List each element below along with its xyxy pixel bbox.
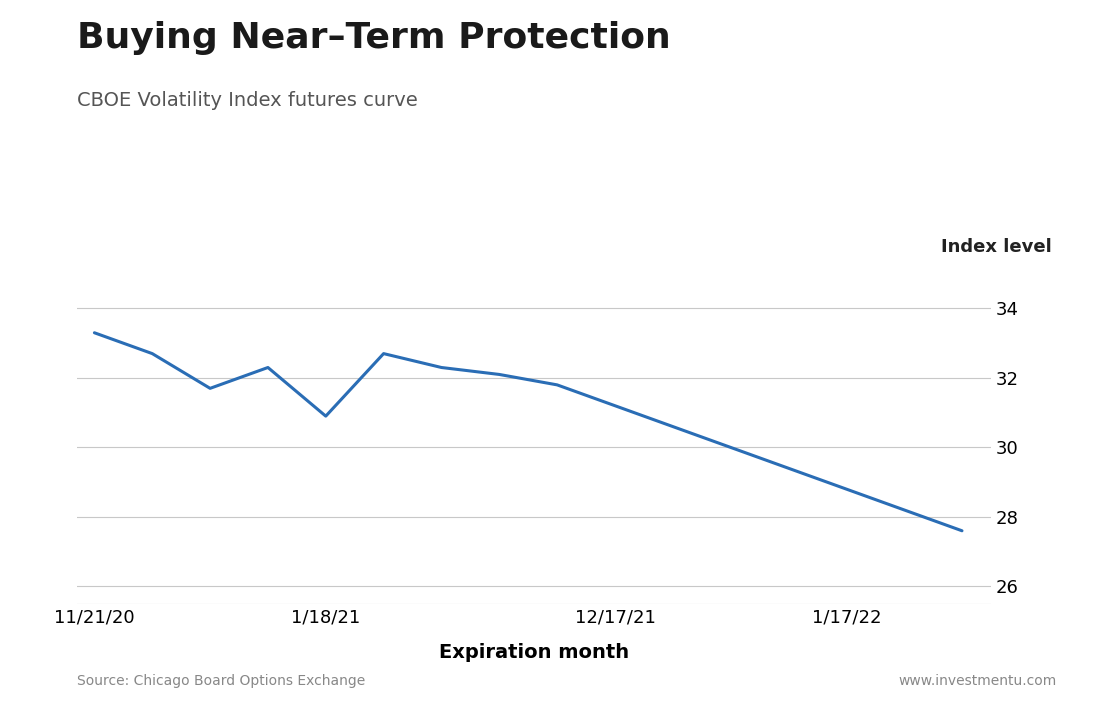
Text: Source: Chicago Board Options Exchange: Source: Chicago Board Options Exchange <box>77 674 366 688</box>
Text: CBOE Volatility Index futures curve: CBOE Volatility Index futures curve <box>77 91 417 110</box>
Text: Buying Near–Term Protection: Buying Near–Term Protection <box>77 21 671 55</box>
Text: Index level: Index level <box>940 238 1051 256</box>
X-axis label: Expiration month: Expiration month <box>439 643 629 662</box>
Text: www.investmentu.com: www.investmentu.com <box>898 674 1057 688</box>
